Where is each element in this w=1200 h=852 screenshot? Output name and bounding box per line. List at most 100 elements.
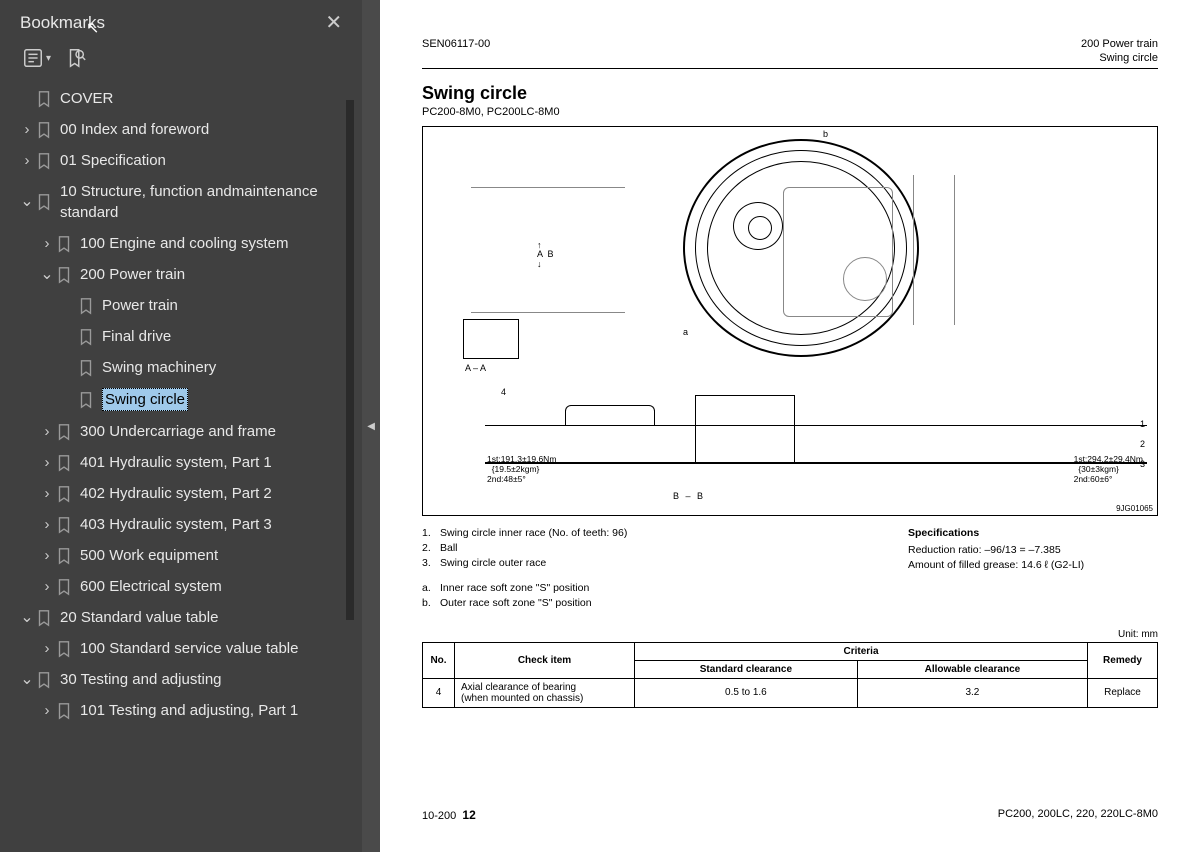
chevron-down-icon[interactable]: ⌄ — [18, 675, 36, 685]
chevron-right-icon[interactable]: › — [38, 514, 56, 535]
bookmark-icon — [36, 609, 52, 627]
bookmark-item[interactable]: › 403 Hydraulic system, Part 3 — [0, 509, 362, 540]
bookmark-item[interactable]: Swing circle — [0, 383, 362, 416]
bookmark-label: 401 Hydraulic system, Part 1 — [80, 452, 272, 473]
bookmark-icon — [78, 328, 94, 346]
footer-section: 10-200 — [422, 810, 456, 822]
fig-torque-right: 1st:294.2±29.4Nm {30±3kgm} 2nd:60±6° — [1074, 454, 1143, 485]
bookmark-item[interactable]: ⌄200 Power train — [0, 259, 362, 290]
fig-lead-1: 1 — [1140, 419, 1145, 429]
bookmark-item[interactable]: Power train — [0, 290, 362, 321]
bookmark-item[interactable]: ⌄30 Testing and adjusting — [0, 664, 362, 695]
chevron-down-icon[interactable]: ⌄ — [38, 270, 56, 280]
chevron-right-icon[interactable]: › — [38, 545, 56, 566]
bookmark-icon — [56, 516, 72, 534]
bookmark-label: Final drive — [102, 326, 171, 347]
bookmark-label: Swing machinery — [102, 357, 216, 378]
fig-detail-aa: A – A — [465, 363, 486, 373]
bookmark-icon — [56, 235, 72, 253]
chevron-right-icon[interactable]: › — [38, 638, 56, 659]
bookmark-icon — [56, 266, 72, 284]
bookmark-item[interactable]: Swing machinery — [0, 352, 362, 383]
specifications: Specifications Reduction ratio: –96/13 =… — [908, 526, 1158, 574]
bookmark-item[interactable]: Final drive — [0, 321, 362, 352]
options-icon[interactable]: ▾ — [22, 47, 51, 69]
bookmark-item[interactable]: › 101 Testing and adjusting, Part 1 — [0, 695, 362, 726]
subsection-name: Swing circle — [1081, 52, 1158, 66]
chevron-right-icon[interactable]: › — [38, 233, 56, 254]
bookmarks-panel: ↖ Bookmarks ✕ ▾ COVER›00 Index and forew… — [0, 0, 362, 852]
technical-figure: b a ↑ A B ↓ A – A 1st:191.3±19.6Nm {19.5… — [422, 126, 1158, 516]
scrollbar[interactable] — [346, 100, 354, 620]
fig-lead-3: 3 — [1140, 459, 1145, 469]
fig-label-a: a — [683, 327, 688, 337]
chevron-right-icon[interactable]: › — [38, 452, 56, 473]
bookmark-icon — [36, 90, 52, 108]
bookmark-label: 402 Hydraulic system, Part 2 — [80, 483, 272, 504]
fig-label-b: b — [823, 129, 828, 139]
chevron-left-icon: ◀ — [367, 421, 375, 432]
doc-code: SEN06117-00 — [422, 38, 490, 66]
unit-label: Unit: mm — [422, 629, 1158, 640]
footer-page: 12 — [462, 808, 475, 822]
bookmark-item[interactable]: › 100 Standard service value table — [0, 633, 362, 664]
bookmark-label: 10 Structure, function andmaintenance st… — [60, 181, 362, 223]
section-name: 200 Power train — [1081, 38, 1158, 52]
bookmark-item[interactable]: › 500 Work equipment — [0, 540, 362, 571]
chevron-down-icon[interactable]: ⌄ — [18, 197, 36, 207]
chevron-right-icon[interactable]: › — [38, 576, 56, 597]
bookmark-item[interactable]: ›600 Electrical system — [0, 571, 362, 602]
bookmark-label: 403 Hydraulic system, Part 3 — [80, 514, 272, 535]
bookmark-label: 01 Specification — [60, 150, 166, 171]
panel-collapse-handle[interactable]: ◀ — [362, 0, 380, 852]
bookmark-item[interactable]: › 402 Hydraulic system, Part 2 — [0, 478, 362, 509]
bookmark-label: Swing circle — [102, 388, 188, 411]
bookmark-icon — [78, 359, 94, 377]
bookmark-icon — [36, 152, 52, 170]
bookmark-item[interactable]: ›100 Engine and cooling system — [0, 228, 362, 259]
criteria-table: No. Check item Criteria Remedy Standard … — [422, 642, 1158, 708]
chevron-right-icon[interactable]: › — [38, 483, 56, 504]
bookmark-label: 500 Work equipment — [80, 545, 218, 566]
find-bookmark-icon[interactable] — [65, 47, 87, 69]
bookmark-icon — [56, 423, 72, 441]
bookmark-tree[interactable]: COVER › 00 Index and foreword › 01 Specifica… — [0, 79, 362, 852]
bookmark-item[interactable]: › 00 Index and foreword — [0, 114, 362, 145]
fig-torque-left: 1st:191.3±19.6Nm {19.5±2kgm} 2nd:48±5° — [487, 454, 556, 485]
softzone-notes: a.Inner race soft zone "S" position b.Ou… — [422, 581, 1158, 610]
bookmark-icon — [56, 702, 72, 720]
bookmark-item[interactable]: ›300 Undercarriage and frame — [0, 416, 362, 447]
bookmark-item[interactable]: › 01 Specification — [0, 145, 362, 176]
bookmark-icon — [78, 391, 94, 409]
bookmark-item[interactable]: ⌄ 10 Structure, function andmaintenance s… — [0, 176, 362, 228]
bookmark-item[interactable]: › 401 Hydraulic system, Part 1 — [0, 447, 362, 478]
bookmark-label: 00 Index and foreword — [60, 119, 209, 140]
bookmark-label: COVER — [60, 88, 113, 109]
chevron-down-icon[interactable]: ⌄ — [18, 613, 36, 623]
chevron-right-icon[interactable]: › — [18, 119, 36, 140]
bookmark-icon — [36, 671, 52, 689]
bookmark-label: Power train — [102, 295, 178, 316]
bookmark-icon — [36, 193, 52, 211]
chevron-right-icon[interactable]: › — [38, 421, 56, 442]
bookmark-label: 101 Testing and adjusting, Part 1 — [80, 700, 298, 721]
bookmark-label: 100 Standard service value table — [80, 638, 298, 659]
parts-legend: 1.Swing circle inner race (No. of teeth:… — [422, 526, 627, 574]
page-title: Swing circle — [422, 83, 1158, 104]
chevron-right-icon[interactable]: › — [38, 700, 56, 721]
fig-section-bb: B – B — [673, 491, 705, 501]
close-icon[interactable]: ✕ — [317, 6, 350, 39]
footer-models: PC200, 200LC, 220, 220LC-8M0 — [998, 808, 1158, 822]
document-viewport[interactable]: SEN06117-00 200 Power train Swing circle… — [380, 0, 1200, 852]
bookmark-icon — [56, 578, 72, 596]
fig-section-arrows: ↑ A B ↓ — [537, 241, 554, 271]
chevron-right-icon[interactable]: › — [18, 150, 36, 171]
model-subtitle: PC200-8M0, PC200LC-8M0 — [422, 106, 1158, 118]
bookmark-icon — [56, 454, 72, 472]
bookmark-item[interactable]: COVER — [0, 83, 362, 114]
bookmark-item[interactable]: ⌄ 20 Standard value table — [0, 602, 362, 633]
bookmark-label: 20 Standard value table — [60, 607, 218, 628]
document-page: SEN06117-00 200 Power train Swing circle… — [380, 0, 1200, 852]
fig-lead-4: 4 — [501, 387, 506, 397]
bookmark-icon — [56, 485, 72, 503]
